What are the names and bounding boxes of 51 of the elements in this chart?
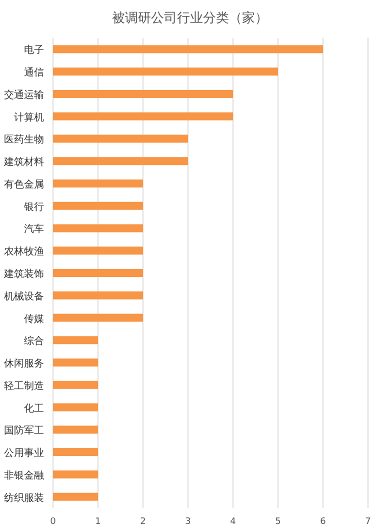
y-tick-label: 公用事业 [4, 447, 44, 460]
bar [53, 448, 98, 456]
y-tick-label: 化工 [24, 402, 44, 414]
bar [53, 45, 323, 54]
y-tick-label: 机械设备 [4, 290, 44, 302]
x-tick-label: 1 [95, 517, 101, 527]
bar [53, 134, 188, 143]
y-tick-label: 电子 [24, 44, 44, 56]
bar [53, 179, 143, 188]
bar [53, 269, 143, 277]
bar [53, 224, 143, 232]
bar [53, 380, 98, 389]
bar [53, 426, 98, 434]
y-tick-label: 汽车 [24, 223, 44, 236]
y-tick-label: 银行 [23, 202, 44, 213]
bar [53, 157, 188, 166]
y-tick-label: 轻工制造 [4, 380, 44, 392]
x-tick-label: 4 [230, 517, 236, 527]
bar [53, 291, 143, 300]
y-tick-label: 有色金属 [4, 178, 44, 190]
y-tick-label: 医药生物 [4, 134, 44, 146]
bar [53, 68, 278, 76]
y-tick-label: 纺织服装 [4, 492, 44, 504]
y-tick-label: 建筑材料 [3, 156, 44, 168]
x-tick-label: 5 [275, 517, 281, 527]
x-tick-label: 6 [320, 517, 326, 527]
chart-title: 被调研公司行业分类（家） [112, 10, 268, 26]
y-tick-label: 农林牧渔 [4, 246, 44, 258]
y-tick-label: 交通运输 [4, 88, 44, 101]
x-tick-label: 7 [365, 517, 371, 527]
y-tick-label: 建筑装饰 [3, 268, 44, 280]
bar [53, 470, 98, 478]
bar [53, 358, 98, 367]
bar [53, 314, 143, 322]
bar [53, 202, 143, 210]
y-tick-label: 通信 [24, 66, 44, 79]
y-tick-label: 休闲服务 [4, 358, 44, 370]
x-tick-label: 3 [185, 517, 191, 527]
bar [53, 90, 233, 98]
bar [53, 492, 98, 501]
bar [53, 112, 233, 120]
x-tick-label: 0 [50, 517, 56, 527]
y-tick-label: 计算机 [14, 111, 44, 124]
bar [53, 336, 98, 344]
y-tick-label: 国防军工 [4, 424, 44, 437]
bar [53, 403, 98, 412]
x-tick-label: 2 [140, 517, 146, 527]
y-tick-label: 非银金融 [4, 469, 44, 482]
bar [53, 246, 143, 255]
y-tick-label: 综合 [24, 335, 44, 348]
y-tick-label: 传媒 [24, 314, 44, 325]
